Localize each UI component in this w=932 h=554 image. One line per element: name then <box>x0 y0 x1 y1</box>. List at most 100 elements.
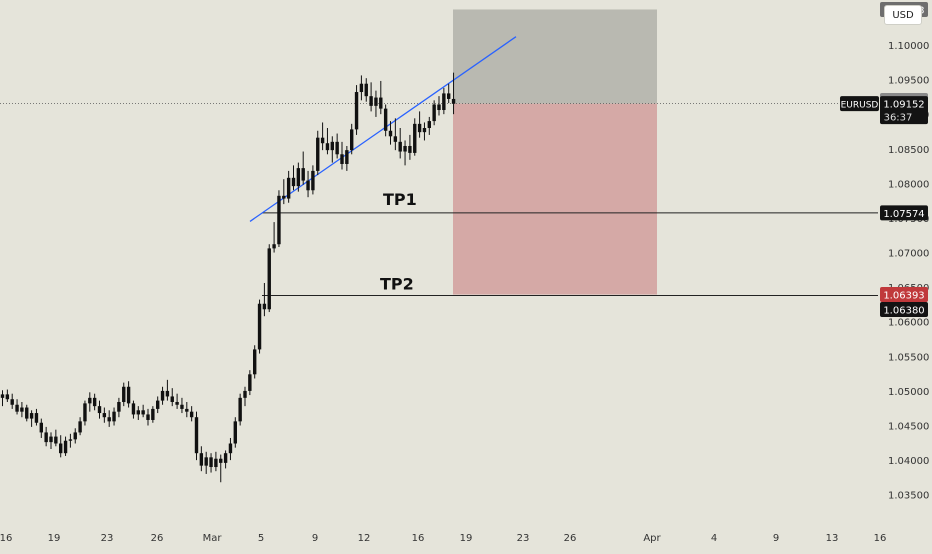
candle-body <box>73 432 77 440</box>
profit-zone[interactable] <box>453 9 657 104</box>
candle-body <box>345 150 349 164</box>
candle-body <box>209 457 213 468</box>
countdown-label: 36:37 <box>884 113 913 124</box>
candle-body <box>374 97 378 106</box>
candle-body <box>325 143 330 151</box>
candle-body <box>316 137 320 171</box>
x-tick-label: 12 <box>358 533 371 544</box>
candle-body <box>59 443 63 454</box>
candle-body <box>156 400 160 409</box>
candle-body <box>427 121 431 128</box>
y-tick-label: 1.08500 <box>888 145 929 156</box>
candle-body <box>97 406 102 414</box>
candle-body <box>447 93 451 99</box>
candle-body <box>267 248 271 310</box>
x-tick-label: 16 <box>874 533 887 544</box>
candle-body <box>136 410 140 415</box>
candle-body <box>10 399 14 405</box>
candle-body <box>44 432 48 443</box>
y-tick-label: 1.10000 <box>888 41 929 52</box>
candle-body <box>296 168 301 187</box>
candle-body <box>219 458 223 463</box>
x-tick-label: 4 <box>711 533 717 544</box>
candle-body <box>451 98 456 104</box>
candle-body <box>291 177 296 187</box>
candle-body <box>49 436 53 443</box>
candle-body <box>29 413 34 419</box>
candle-body <box>5 394 10 400</box>
y-tick-label: 1.04000 <box>888 456 929 467</box>
candle-body <box>243 390 247 398</box>
candle-body <box>340 154 344 164</box>
candle-body <box>253 349 257 375</box>
x-tick-label: 13 <box>826 533 839 544</box>
candle-body <box>369 96 373 106</box>
candle-body <box>228 443 233 454</box>
stop-price-tag: 1.06393 <box>883 291 924 302</box>
candle-body <box>257 303 262 350</box>
candle-body <box>437 104 441 111</box>
currency-button[interactable]: USD <box>884 5 922 25</box>
candle-body <box>403 145 407 152</box>
candle-body <box>107 417 111 422</box>
candle-body <box>286 177 291 199</box>
candle-body <box>442 93 446 111</box>
symbol-tag-bg <box>840 96 879 112</box>
candle-body <box>422 128 427 133</box>
candle-body <box>432 104 436 122</box>
candle-body <box>102 413 107 418</box>
symbol-tag: EURUSD <box>841 101 879 111</box>
x-tick-label: 19 <box>48 533 61 544</box>
last-price-tag-bg <box>880 96 928 125</box>
candle-body <box>117 401 121 412</box>
stop-price-tag-bg <box>880 287 928 303</box>
candle-body <box>146 414 150 420</box>
candle-body <box>185 408 189 412</box>
x-tick-label: 19 <box>460 533 473 544</box>
candle-body <box>92 397 97 407</box>
candle-body <box>88 397 92 404</box>
candle-body <box>306 180 310 191</box>
candle-body <box>354 92 359 130</box>
x-tick-label: 16 <box>0 533 12 544</box>
candle-body <box>248 374 252 391</box>
candle-body <box>189 411 194 418</box>
candle-body <box>238 397 242 422</box>
candle-body <box>170 396 174 402</box>
candle-body <box>126 386 131 404</box>
loss-zone[interactable] <box>453 103 657 295</box>
candle-body <box>364 83 368 97</box>
x-tick-label: 23 <box>101 533 114 544</box>
candle-body <box>141 410 145 415</box>
candle-body <box>151 408 155 420</box>
candle-body <box>223 453 228 463</box>
candle-body <box>277 195 281 245</box>
x-tick-label: Apr <box>643 533 661 544</box>
y-tick-label: 1.08000 <box>888 179 929 190</box>
candle-body <box>417 123 422 133</box>
candle-body <box>25 407 29 419</box>
trendline[interactable] <box>249 36 517 222</box>
candle-body <box>0 394 5 398</box>
tp1-label: TP1 <box>383 190 417 209</box>
y-tick-label: 1.07000 <box>888 249 929 260</box>
candle-body <box>311 170 315 191</box>
candle-body <box>83 403 87 422</box>
candle-body <box>165 390 170 397</box>
candle-body <box>15 404 19 412</box>
x-tick-label: 23 <box>517 533 530 544</box>
candle-body <box>383 108 388 131</box>
tp1-price-tag-bg <box>880 205 928 221</box>
candle-body <box>320 137 325 144</box>
x-tick-label: 9 <box>312 533 318 544</box>
candle-body <box>335 141 339 155</box>
candle-body <box>301 168 305 181</box>
candle-body <box>199 453 204 466</box>
candle-body <box>68 439 73 441</box>
candle-body <box>112 411 116 422</box>
candle-body <box>175 401 179 405</box>
candle-body <box>393 136 398 142</box>
candle-body <box>233 421 237 444</box>
